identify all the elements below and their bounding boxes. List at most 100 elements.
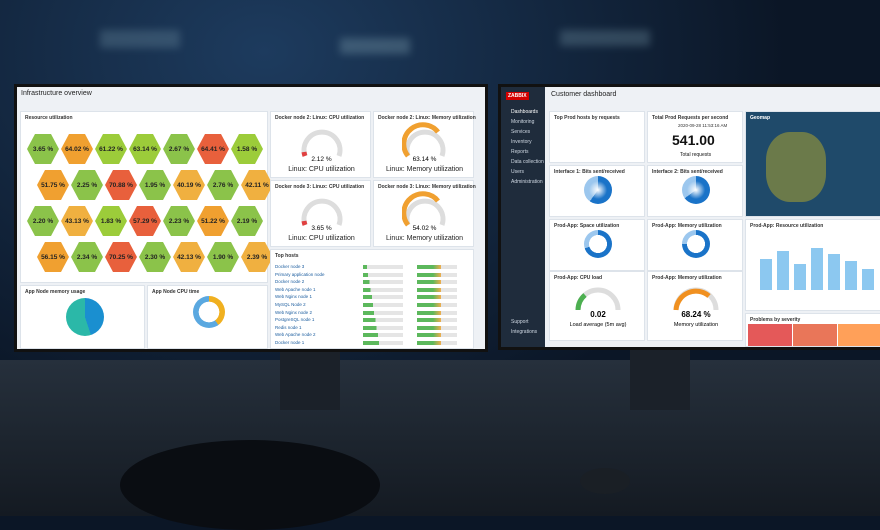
mem-bar	[417, 272, 457, 277]
hex-cell: 70.88 %	[105, 170, 137, 200]
gauge-label: Linux: CPU utilization	[288, 235, 355, 242]
hex-cell: 42.11 %	[241, 170, 273, 200]
gauge-value: 54.02 %	[412, 225, 437, 232]
cpu-bar	[363, 295, 403, 300]
gauge-value: 3.65 %	[311, 225, 332, 232]
mem-bar	[417, 265, 457, 269]
donut	[584, 176, 612, 204]
panel-title: App Node CPU time	[152, 289, 200, 295]
gauge-value: 68.24 %	[681, 310, 711, 319]
menu-item: Users	[511, 169, 525, 175]
right-monitor: ZABBIX Dashboards Monitoring Services Inven…	[498, 84, 880, 350]
hex-cell: 40.19 %	[173, 170, 205, 200]
cpu-bar	[363, 303, 403, 307]
mem-bar	[417, 280, 457, 285]
panel-title: Resource utilization	[25, 115, 73, 121]
total-panel: Total Prod Requests per second 2020-09-2…	[647, 111, 743, 163]
hex-cell: 2.30 %	[139, 242, 171, 272]
hex-cell: 57.29 %	[129, 206, 161, 236]
monitor-stand	[630, 350, 690, 410]
mouse	[580, 468, 630, 494]
light	[560, 30, 650, 46]
gauge	[575, 287, 621, 311]
bar-decoration	[794, 264, 806, 290]
pie	[66, 298, 104, 336]
host-name: Web Nginx node 1	[275, 294, 312, 300]
panel-title: Prod-App: Memory utilization	[652, 275, 722, 281]
mem-bar	[417, 318, 457, 323]
land	[766, 132, 826, 202]
menu-item: Integrations	[511, 329, 538, 335]
menu-item: Services	[511, 129, 531, 135]
hex-cell: 51.22 %	[197, 206, 229, 236]
menu-item: Administration	[511, 179, 543, 185]
panel-title: Docker node 2: Linux: Memory utilization	[378, 115, 476, 121]
gauge-label: Load average (5m avg)	[569, 322, 627, 328]
gauge-panel: Docker node 3: Linux: Memory utilization…	[373, 180, 476, 247]
mem-bar	[417, 333, 457, 338]
chart-panel: Prod-App: Memory utilization	[647, 219, 743, 271]
cpu-bar	[363, 341, 403, 345]
host-name: Primary application node	[275, 271, 325, 277]
hex-cell: 1.95 %	[139, 170, 171, 200]
hex-grid: 3.65 % 64.02 % 61.22 % 63.14 % 2.67 % 64.41 %…	[21, 112, 273, 284]
panel-title: Docker node 3: Linux: CPU utilization	[275, 184, 365, 190]
timestamp: 2020-09-28 11:53:16 AM	[678, 123, 728, 128]
bar-decoration	[828, 253, 840, 290]
panel-title: Interface 2: Bits sent/received	[652, 169, 723, 175]
gauge-label: Memory utilization	[673, 322, 719, 328]
monitor-stand	[280, 350, 340, 410]
gauge-panel: Docker node 2: Linux: Memory utilization…	[373, 111, 476, 178]
chart-panel: Prod-App: Space utilization	[549, 219, 645, 271]
cpu-bar	[363, 333, 403, 338]
hex-cell: 2.39 %	[241, 242, 273, 272]
sidebar: ZABBIX Dashboards Monitoring Services Inven…	[501, 87, 545, 347]
hex-cell: 2.19 %	[231, 206, 263, 236]
light	[340, 38, 410, 54]
hex-cell: 2.76 %	[207, 170, 239, 200]
gauge-panel: Docker node 3: Linux: CPU utilization 3.6…	[270, 180, 371, 247]
cpu-bar	[363, 325, 403, 330]
total-label: Total requests	[680, 152, 712, 158]
bar-decoration	[845, 261, 857, 290]
gauge-label: Linux: CPU utilization	[288, 166, 355, 173]
panel-title: Prod-App: Resource utilization	[750, 223, 824, 229]
chart-panel: Interface 1: Bits sent/received	[549, 165, 645, 217]
mem-bar	[417, 310, 457, 315]
dashboard-title: Customer dashboard	[551, 91, 617, 98]
donut	[193, 296, 225, 328]
gauge-label: Linux: Memory utilization	[385, 166, 464, 173]
gauge	[299, 191, 345, 231]
hex-cell: 42.13 %	[173, 242, 205, 272]
gauge-arc	[301, 129, 343, 157]
panel-title: Prod-App: Space utilization	[554, 223, 620, 229]
mem-bar	[417, 295, 457, 300]
gauge-value: 0.02	[590, 310, 606, 319]
menu-item: Inventory	[511, 139, 532, 145]
mem-bar	[417, 341, 457, 345]
panel-title: App Node memory usage	[25, 289, 86, 295]
bar-decoration	[862, 269, 874, 290]
resource-panel: Prod-App: Resource utilization	[745, 219, 880, 311]
panel-title: Top hosts	[275, 253, 299, 259]
menu-item: Reports	[511, 149, 529, 155]
gauge	[401, 191, 448, 231]
donut	[682, 230, 710, 258]
light	[100, 30, 180, 48]
host-name: Web Apache node 2	[275, 332, 316, 338]
gauge-arc	[401, 122, 446, 158]
hex-cell: 64.02 %	[61, 134, 93, 164]
hex-cell: 56.15 %	[37, 242, 69, 272]
menu-item: Support	[511, 319, 529, 325]
hex-cell: 43.13 %	[61, 206, 93, 236]
hex-cell: 61.22 %	[95, 134, 127, 164]
donut	[682, 176, 710, 204]
menu-item: Dashboards	[511, 109, 538, 115]
cpu-load-panel: Prod-App: CPU load 0.02 Load average (5m…	[549, 271, 645, 341]
dashboard-title: Infrastructure overview	[21, 90, 92, 97]
gauge-arc	[301, 198, 343, 226]
hex-cell: 3.65 %	[27, 134, 59, 164]
geomap-panel: Geomap	[745, 111, 880, 217]
hex-cell: 2.34 %	[71, 242, 103, 272]
